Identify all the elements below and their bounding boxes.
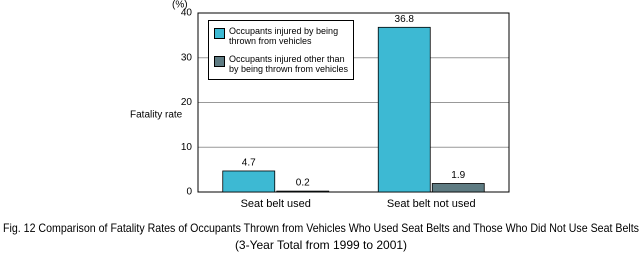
legend-label: Occupants injured other than by being th… — [229, 54, 349, 74]
y-tick-label: 10 — [181, 142, 193, 153]
bar — [377, 26, 431, 193]
value-label: 0.2 — [296, 178, 310, 189]
y-axis-label: Fatality rate — [130, 110, 183, 121]
legend-item: Occupants injured by being thrown from v… — [214, 26, 349, 46]
legend-item: Occupants injured other than by being th… — [214, 54, 349, 74]
bar — [431, 183, 485, 193]
bar — [276, 190, 330, 193]
legend-label: Occupants injured by being thrown from v… — [229, 26, 339, 46]
legend: Occupants injured by being thrown from v… — [208, 20, 354, 80]
bar — [222, 170, 276, 193]
value-label: 36.8 — [395, 14, 415, 25]
y-unit: (%) — [172, 0, 188, 11]
y-tick-label: 30 — [181, 52, 193, 63]
x-tick-label: Seat belt not used — [387, 198, 476, 210]
x-tick-label: Seat belt used — [241, 198, 311, 210]
value-label: 4.7 — [242, 158, 256, 169]
legend-swatch — [214, 28, 225, 39]
y-tick-label: 20 — [181, 97, 193, 108]
caption: (3-Year Total from 1999 to 2001) — [235, 238, 407, 252]
caption: Fig. 12 Comparison of Fatality Rates of … — [3, 221, 639, 235]
y-tick-label: 0 — [186, 187, 192, 198]
y-tick-label: 40 — [181, 8, 193, 19]
plot-frame — [197, 12, 510, 193]
value-label: 1.9 — [451, 170, 465, 181]
legend-swatch — [214, 56, 225, 67]
